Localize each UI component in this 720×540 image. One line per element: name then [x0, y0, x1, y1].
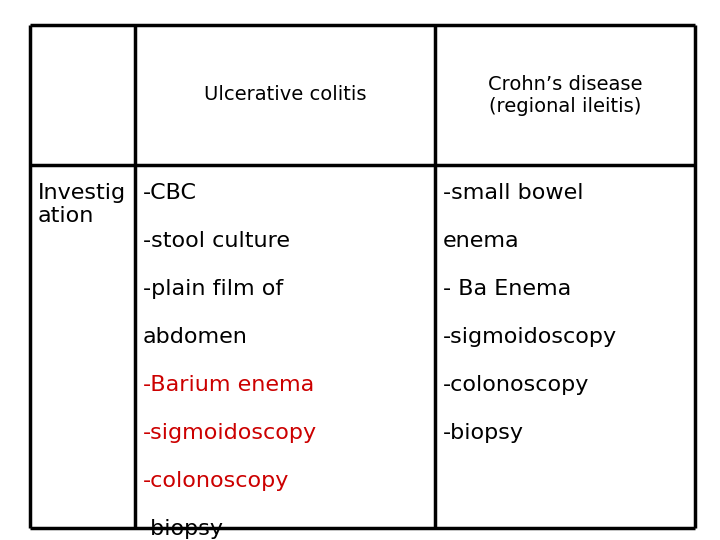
Text: -sigmoidoscopy: -sigmoidoscopy [143, 423, 317, 443]
Text: Crohn’s disease
(regional ileitis): Crohn’s disease (regional ileitis) [487, 75, 642, 116]
Text: -biopsy: -biopsy [443, 423, 524, 443]
Text: Ulcerative colitis: Ulcerative colitis [204, 85, 366, 105]
Text: -plain film of: -plain film of [143, 279, 283, 299]
Text: -biopsy: -biopsy [143, 519, 224, 539]
Text: abdomen: abdomen [143, 327, 248, 347]
Text: - Ba Enema: - Ba Enema [443, 279, 571, 299]
Text: -CBC: -CBC [143, 183, 197, 203]
Text: -Barium enema: -Barium enema [143, 375, 314, 395]
Text: -small bowel: -small bowel [443, 183, 583, 203]
Text: Investig
ation: Investig ation [38, 183, 126, 226]
Text: -sigmoidoscopy: -sigmoidoscopy [443, 327, 617, 347]
Text: -colonoscopy: -colonoscopy [143, 471, 289, 491]
Text: enema: enema [443, 231, 520, 251]
Text: -stool culture: -stool culture [143, 231, 290, 251]
Text: -colonoscopy: -colonoscopy [443, 375, 590, 395]
